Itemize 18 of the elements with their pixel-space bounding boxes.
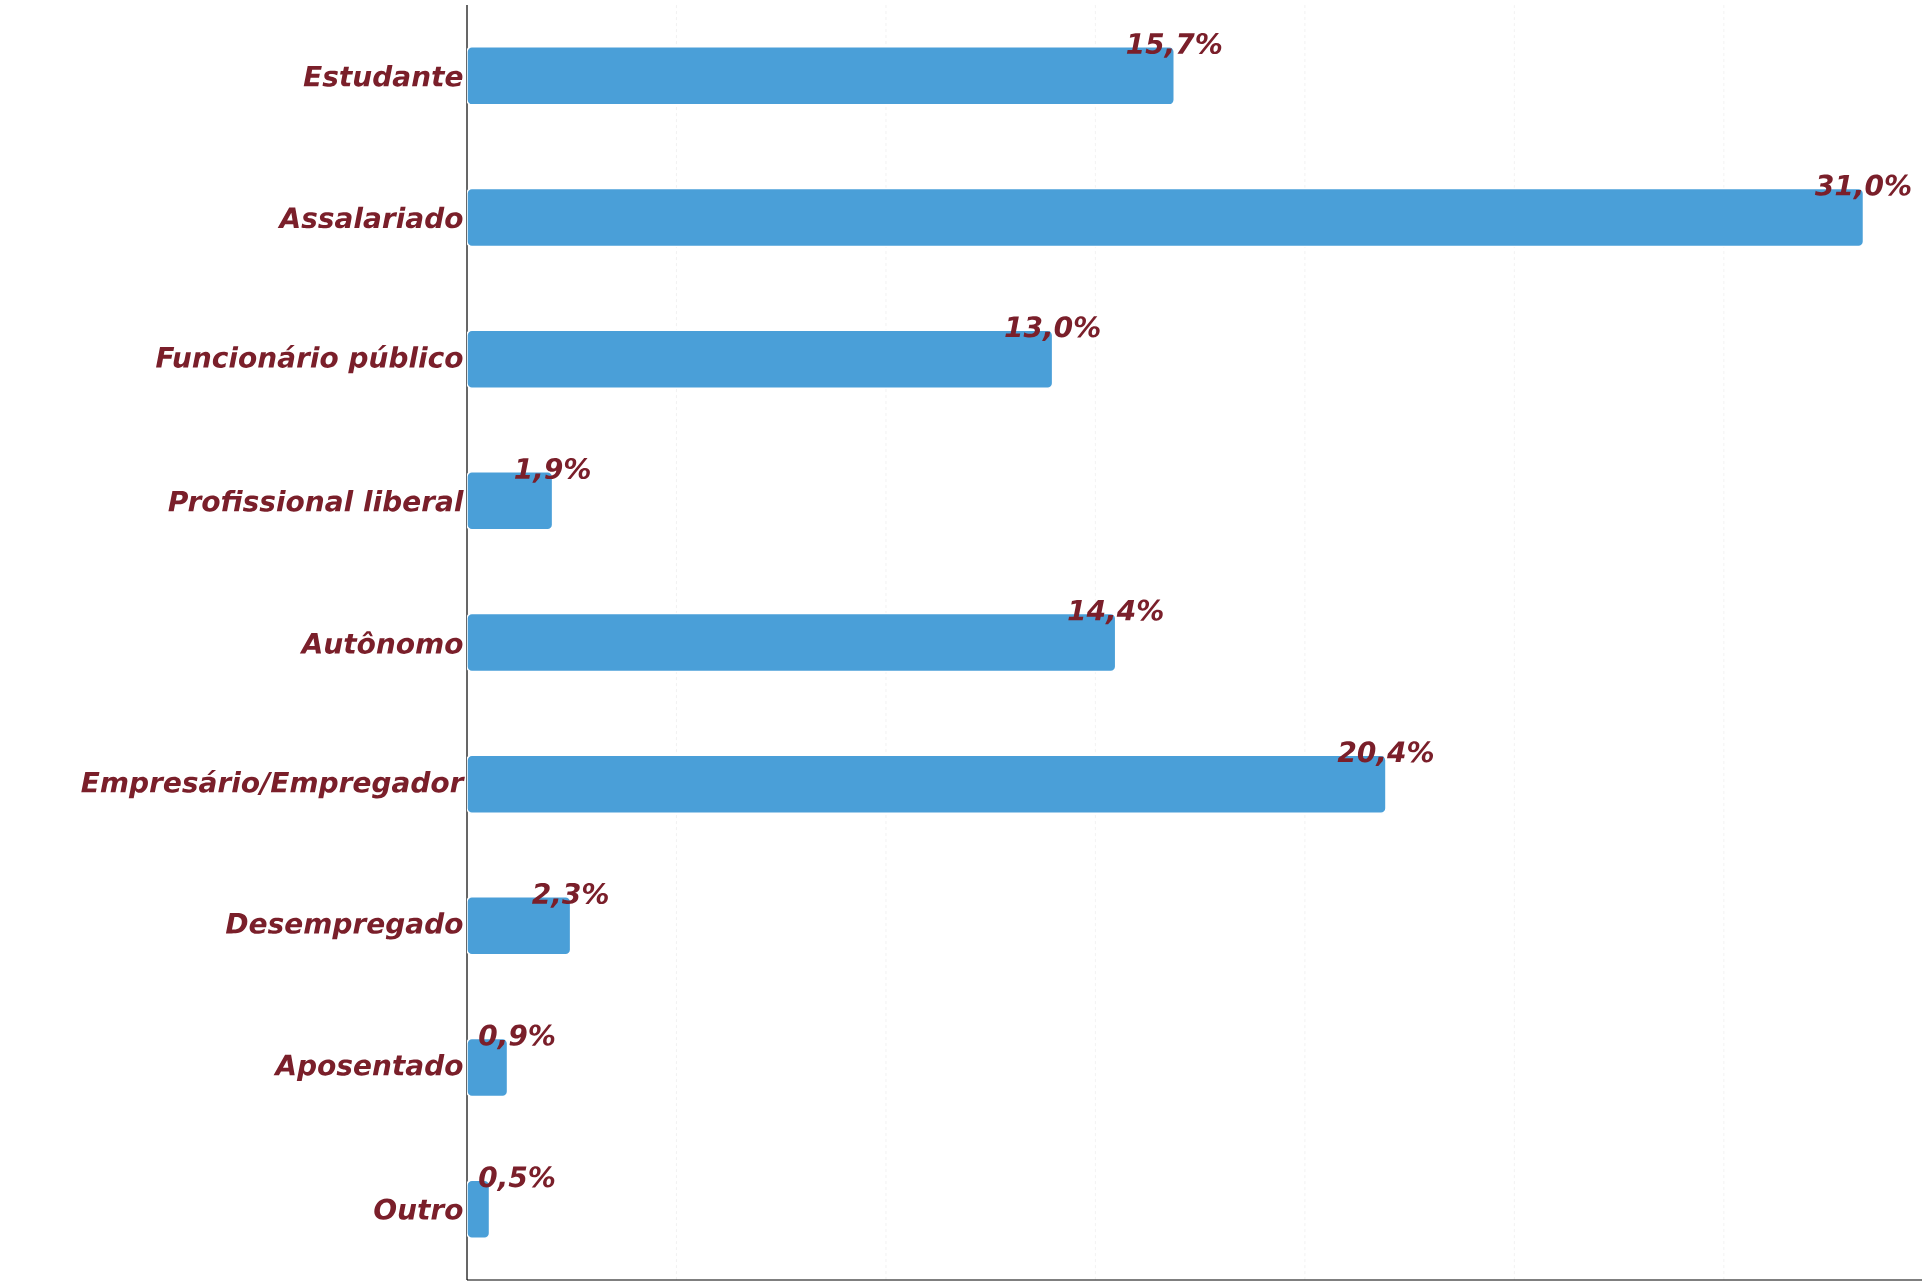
y-tick-label: Funcionário público [156, 345, 463, 374]
data-label: 31,0% [1814, 174, 1911, 200]
data-label: 1,9% [514, 457, 590, 483]
y-tick-label: Assalariado [277, 206, 463, 229]
y-tick-label: Aposentado [273, 1053, 463, 1082]
y-tick-label: Outro [374, 1198, 463, 1220]
data-label: 0,9% [479, 1024, 555, 1050]
y-tick-label: Empresário/Empregador [81, 769, 465, 799]
data-label: 0,5% [479, 1166, 555, 1191]
data-label: 14,4% [1068, 599, 1163, 625]
data-label: 15,7% [1126, 32, 1222, 58]
y-tick-label: Autônomo [299, 631, 463, 654]
y-tick-label: Desempregado [225, 912, 463, 940]
data-label: 20,4% [1337, 741, 1434, 766]
y-tick-label: Estudante [303, 65, 463, 87]
y-tick-label: Profissional liberal [168, 490, 464, 512]
data-label: 13,0% [1005, 316, 1100, 342]
data-label: 2,3% [532, 882, 608, 908]
